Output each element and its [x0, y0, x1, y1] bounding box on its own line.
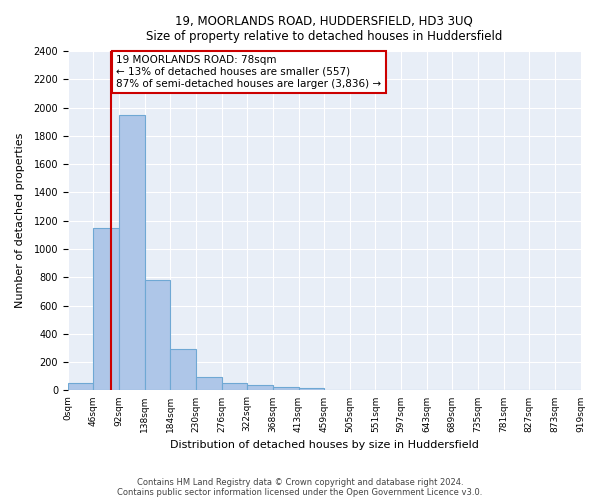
Bar — [145, 280, 170, 390]
Bar — [299, 388, 324, 390]
Bar — [68, 384, 94, 390]
Text: Contains HM Land Registry data © Crown copyright and database right 2024.
Contai: Contains HM Land Registry data © Crown c… — [118, 478, 482, 497]
Bar — [94, 228, 119, 390]
Bar — [273, 387, 299, 390]
Bar — [196, 377, 221, 390]
Y-axis label: Number of detached properties: Number of detached properties — [15, 133, 25, 308]
Bar — [119, 114, 145, 390]
Bar — [247, 386, 273, 390]
Bar — [170, 350, 196, 391]
Bar — [221, 384, 247, 390]
X-axis label: Distribution of detached houses by size in Huddersfield: Distribution of detached houses by size … — [170, 440, 479, 450]
Text: 19 MOORLANDS ROAD: 78sqm
← 13% of detached houses are smaller (557)
87% of semi-: 19 MOORLANDS ROAD: 78sqm ← 13% of detach… — [116, 56, 382, 88]
Title: 19, MOORLANDS ROAD, HUDDERSFIELD, HD3 3UQ
Size of property relative to detached : 19, MOORLANDS ROAD, HUDDERSFIELD, HD3 3U… — [146, 15, 502, 43]
